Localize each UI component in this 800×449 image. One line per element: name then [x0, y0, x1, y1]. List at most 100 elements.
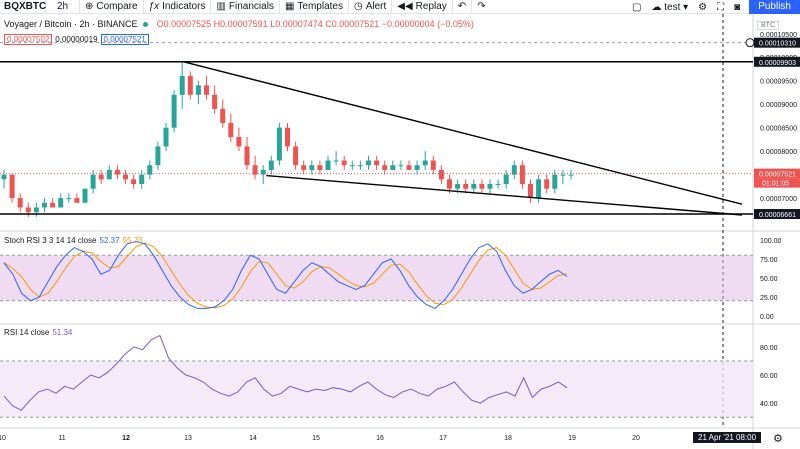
candle-up [349, 165, 355, 167]
symbol-legend: Voyager / Bitcoin · 2h · BINANCE O0.0000… [4, 19, 474, 29]
plus-circle-icon: ⊕ [85, 1, 94, 12]
candle-down [317, 165, 323, 170]
chart-settings-gear-icon[interactable]: ⚙ [773, 433, 783, 445]
compare-label: Compare [96, 1, 138, 12]
candle-down [293, 146, 299, 166]
camera-icon: ◙ [734, 1, 741, 13]
time-tick-label: 18 [504, 435, 512, 442]
fullscreen-button[interactable]: ⛶ [712, 2, 729, 13]
crosshair-add-icon [745, 38, 755, 48]
stoch-tick-label: 100.00 [760, 238, 782, 245]
indicators-button[interactable]: ƒx Indicators [144, 0, 212, 14]
candle-down [430, 160, 436, 170]
candle-up [195, 85, 201, 95]
settings-button[interactable]: ⚙ [693, 2, 712, 13]
time-tick-label: 12 [122, 435, 130, 442]
cloud-icon: ☁ [651, 1, 662, 13]
candle-down [285, 127, 290, 147]
candle-up [139, 174, 145, 185]
clock-icon: ◷ [353, 1, 363, 12]
stoch-d-value: 55.70 [122, 236, 143, 245]
candle-down [131, 179, 137, 185]
ask-price[interactable]: 0.00007521 [100, 34, 149, 45]
time-tick-label: 10 [0, 435, 6, 442]
candle-up [390, 165, 396, 170]
market-status-dot [143, 22, 149, 27]
candle-up [66, 198, 72, 200]
stoch-d-line [3, 242, 568, 309]
redo-button[interactable]: ↷ [472, 0, 490, 14]
candle-up [511, 165, 517, 175]
candle-up [333, 160, 339, 162]
price-tick-label: 0.00009000 [760, 102, 797, 109]
candle-up [568, 174, 574, 176]
financials-button[interactable]: ▥ Financials [211, 0, 280, 14]
candle-down [382, 165, 388, 170]
time-tick-label: 17 [439, 435, 447, 442]
candle-up [171, 94, 177, 128]
stoch-legend: Stoch RSI 3 3 14 14 close 52.37 55.70 [4, 236, 143, 245]
layout-menu-button[interactable]: ☁ test ▾ [646, 2, 693, 13]
price-tick-label: 0.00008000 [760, 149, 797, 156]
candle-down [519, 165, 525, 185]
time-tick-label: 11 [58, 435, 65, 442]
rsi-value: 51.34 [52, 328, 73, 337]
interval-button[interactable]: 2h [46, 0, 80, 14]
price-badge-text: 0.00010310 [759, 41, 796, 48]
bars-icon: ▥ [216, 1, 226, 12]
undo-icon: ↶ [457, 1, 467, 12]
candle-up [1, 174, 7, 180]
countdown-badge [754, 178, 800, 188]
replay-button[interactable]: ◀◀ Replay [392, 0, 453, 14]
trendline-lower [266, 174, 743, 216]
financials-label: Financials [228, 1, 274, 12]
candle-down [406, 165, 412, 170]
layout-icon-button[interactable]: ▢ [627, 2, 646, 13]
indicators-label: Indicators [162, 1, 206, 12]
candle-up [163, 127, 169, 147]
undo-button[interactable]: ↶ [453, 0, 473, 14]
price-badge-text: 0.00009903 [759, 60, 796, 67]
candle-down [123, 174, 128, 180]
candle-up [179, 76, 185, 95]
candle-up [455, 184, 461, 189]
candle-up [398, 165, 404, 167]
stoch-label: Stoch RSI 3 3 14 14 close [4, 236, 97, 245]
candle-up [260, 169, 266, 175]
publish-button[interactable]: Publish [749, 0, 800, 14]
time-tick-label: 13 [184, 435, 192, 442]
candle-down [252, 165, 258, 175]
candle-up [560, 174, 566, 176]
rsi-tick-label: 40.00 [760, 401, 778, 408]
level-price-badge [754, 37, 800, 48]
candle-down [17, 198, 23, 208]
candle-up [422, 160, 428, 166]
candle-down [463, 184, 469, 189]
compare-button[interactable]: ⊕ Compare [80, 0, 144, 14]
layout-name: test [664, 1, 681, 13]
candle-up [414, 165, 420, 170]
candle-up [33, 207, 39, 213]
alert-button[interactable]: ◷ Alert [349, 0, 393, 14]
spread-value: 0.00000019 [55, 35, 98, 44]
candle-down [244, 146, 250, 166]
bid-price[interactable]: 0.00007502 [4, 34, 53, 45]
stoch-k-line [3, 240, 568, 309]
legend-title: Voyager / Bitcoin · 2h · BINANCE [4, 19, 138, 29]
candle-down [438, 169, 444, 180]
stoch-tick-label: 50.00 [760, 276, 778, 283]
symbol-search-button[interactable]: BQXBTC [0, 0, 46, 14]
candle-down [447, 179, 452, 189]
level-price-badge [754, 56, 800, 67]
snapshot-button[interactable]: ◙ [729, 2, 745, 13]
templates-button[interactable]: ▦ Templates [280, 0, 349, 14]
time-cursor-label: 21 Apr '21 08:00 [693, 432, 762, 443]
currency-label: BTC [757, 21, 779, 30]
trendline-upper [182, 60, 743, 205]
candle-up [357, 165, 363, 167]
candle-up [487, 184, 493, 189]
templates-label: Templates [297, 1, 343, 12]
candle-up [552, 174, 558, 189]
rsi-label: RSI 14 close [4, 328, 50, 337]
